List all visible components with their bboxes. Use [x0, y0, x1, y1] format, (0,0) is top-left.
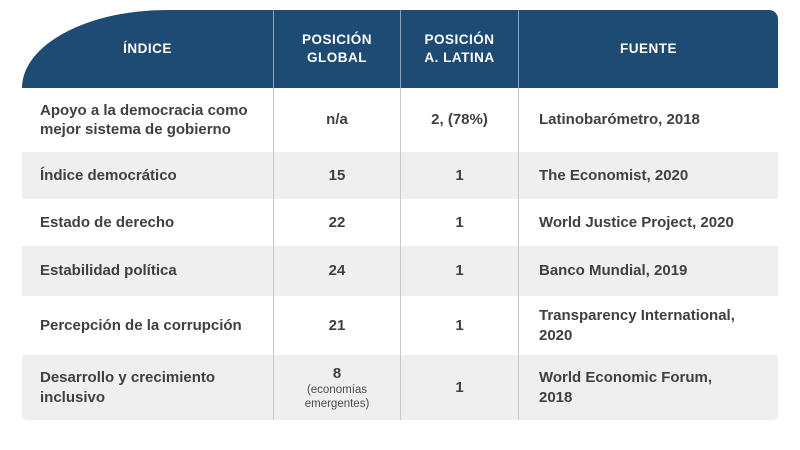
cell-posicion-latina: 1: [400, 355, 518, 420]
cell-posicion-latina: 1: [400, 199, 518, 246]
cell-fuente: World Economic Forum, 2018: [518, 355, 778, 420]
global-value: 8: [332, 364, 342, 382]
cell-fuente: Banco Mundial, 2019: [518, 246, 778, 296]
table-row: Estabilidad política 24 1 Banco Mundial,…: [22, 246, 778, 296]
cell-posicion-global: 8 (economías emergentes): [273, 355, 400, 420]
cell-indice: Estado de derecho: [40, 213, 175, 231]
table-row: Desarrollo y crecimiento inclusivo 8 (ec…: [22, 355, 778, 420]
cell-fuente: World Justice Project, 2020: [518, 199, 778, 246]
global-value: 21: [328, 316, 346, 334]
cell-fuente: Transparency International, 2020: [518, 296, 778, 355]
header-cell-posicion-latina: POSICIÓN A. LATINA: [400, 10, 518, 88]
global-note: (economías emergentes): [304, 383, 370, 411]
cell-posicion-latina: 1: [400, 246, 518, 296]
header-cell-indice: ÍNDICE: [123, 40, 172, 56]
indices-table: ÍNDICE POSICIÓN GLOBAL POSICIÓN A. LATIN…: [22, 10, 778, 420]
table-row: Percepción de la corrupción 21 1 Transpa…: [22, 296, 778, 355]
cell-posicion-global: 22: [273, 199, 400, 246]
global-value: n/a: [326, 111, 348, 129]
header-cell-posicion-global: POSICIÓN GLOBAL: [273, 10, 400, 88]
global-value: 15: [328, 166, 346, 184]
table-row: Índice democrático 15 1 The Economist, 2…: [22, 152, 778, 199]
cell-indice: Desarrollo y crecimiento inclusivo: [40, 369, 216, 406]
cell-posicion-global: 15: [273, 152, 400, 199]
cell-posicion-latina: 1: [400, 296, 518, 355]
cell-posicion-latina: 2, (78%): [400, 88, 518, 152]
cell-fuente: Latinobarómetro, 2018: [518, 88, 778, 152]
cell-fuente: The Economist, 2020: [518, 152, 778, 199]
table-header-row: ÍNDICE POSICIÓN GLOBAL POSICIÓN A. LATIN…: [22, 10, 778, 88]
global-value: 24: [328, 262, 346, 280]
cell-posicion-latina: 1: [400, 152, 518, 199]
cell-posicion-global: 24: [273, 246, 400, 296]
cell-indice: Estabilidad política: [40, 262, 177, 280]
table-row: Apoyo a la democracia como mejor sistema…: [22, 88, 778, 152]
cell-indice: Apoyo a la democracia como mejor sistema…: [40, 101, 248, 138]
cell-posicion-global: n/a: [273, 88, 400, 152]
cell-indice: Índice democrático: [40, 166, 177, 184]
cell-indice: Percepción de la corrupción: [40, 316, 242, 334]
header-cell-fuente: FUENTE: [518, 10, 778, 88]
table-row: Estado de derecho 22 1 World Justice Pro…: [22, 199, 778, 246]
global-value: 22: [328, 213, 346, 231]
cell-posicion-global: 21: [273, 296, 400, 355]
